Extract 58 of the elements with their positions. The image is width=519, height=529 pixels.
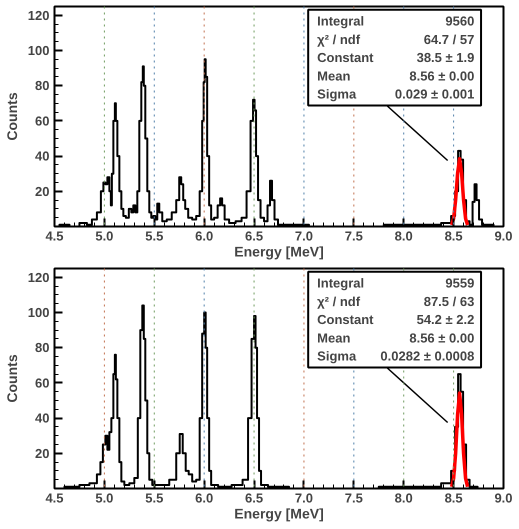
x-tick-label: 5.0 — [95, 490, 114, 506]
y-tick-label: 60 — [35, 113, 50, 128]
x-tick-label: 6.5 — [245, 228, 264, 244]
y-tick-label: 100 — [28, 305, 50, 320]
y-tick-label: 40 — [35, 410, 50, 426]
annotation: χ² / ndf — [317, 294, 361, 309]
x-tick-label: 5.5 — [145, 490, 164, 506]
annotation: Mean — [317, 68, 350, 84]
y-tick-label: 40 — [35, 148, 50, 164]
annotation: 87.5 / 63 — [424, 294, 474, 309]
annotation: Integral — [317, 276, 364, 291]
x-tick-label: 8.5 — [444, 490, 463, 506]
x-tick-label: 6.0 — [195, 228, 214, 244]
x-tick-label: 4.5 — [45, 490, 64, 506]
x-tick-label: 6.5 — [245, 490, 264, 506]
annotation: Sigma — [317, 348, 357, 364]
annotation: Mean — [317, 330, 350, 346]
x-axis-title: Energy [MeV] — [234, 244, 324, 260]
x-tick-label: 7.5 — [344, 228, 363, 244]
annotation: 9559 — [445, 276, 474, 291]
x-tick-label: 8.5 — [444, 228, 463, 244]
x-tick-label: 8.0 — [394, 490, 413, 506]
y-tick-label: 60 — [35, 375, 50, 390]
annotation: 54.2 ± 2.2 — [416, 312, 474, 328]
x-tick-label: 7.0 — [294, 228, 313, 244]
annotation: Integral — [317, 14, 364, 29]
x-tick-label: 6.0 — [195, 490, 214, 506]
annotation: 0.0282 ± 0.0008 — [380, 348, 474, 364]
annotation: 0.029 ± 0.001 — [394, 86, 474, 102]
y-axis-title: Counts — [4, 354, 20, 403]
x-axis-title: Energy [MeV] — [234, 506, 324, 522]
y-tick-label: 120 — [28, 8, 50, 23]
annotation: 9560 — [445, 14, 474, 29]
y-tick-label: 80 — [35, 340, 50, 356]
x-tick-label: 4.5 — [45, 228, 64, 244]
annotation: Constant — [317, 312, 374, 328]
annotation: Constant — [317, 50, 374, 66]
x-tick-label: 7.5 — [344, 490, 363, 506]
annotation: χ² / ndf — [317, 32, 361, 47]
y-tick-label: 20 — [35, 184, 50, 199]
x-tick-label: 8.0 — [394, 228, 413, 244]
annotation: 8.56 ± 0.00 — [409, 330, 474, 346]
y-axis-title: Counts — [4, 92, 20, 141]
annotation: Sigma — [317, 86, 357, 102]
y-tick-label: 20 — [35, 446, 50, 461]
annotation: 8.56 ± 0.00 — [409, 68, 474, 84]
line-series — [450, 156, 470, 226]
annotation: 38.5 ± 1.9 — [416, 50, 474, 66]
x-tick-label: 5.5 — [145, 228, 164, 244]
y-tick-label: 100 — [28, 43, 50, 58]
x-tick-label: 5.0 — [95, 228, 114, 244]
x-tick-label: 9.0 — [494, 228, 513, 244]
y-tick-label: 120 — [28, 270, 50, 285]
x-tick-label: 9.0 — [494, 490, 513, 506]
line-series — [450, 391, 470, 488]
x-tick-label: 7.0 — [294, 490, 313, 506]
y-tick-label: 80 — [35, 78, 50, 94]
annotation: 64.7 / 57 — [424, 32, 474, 47]
